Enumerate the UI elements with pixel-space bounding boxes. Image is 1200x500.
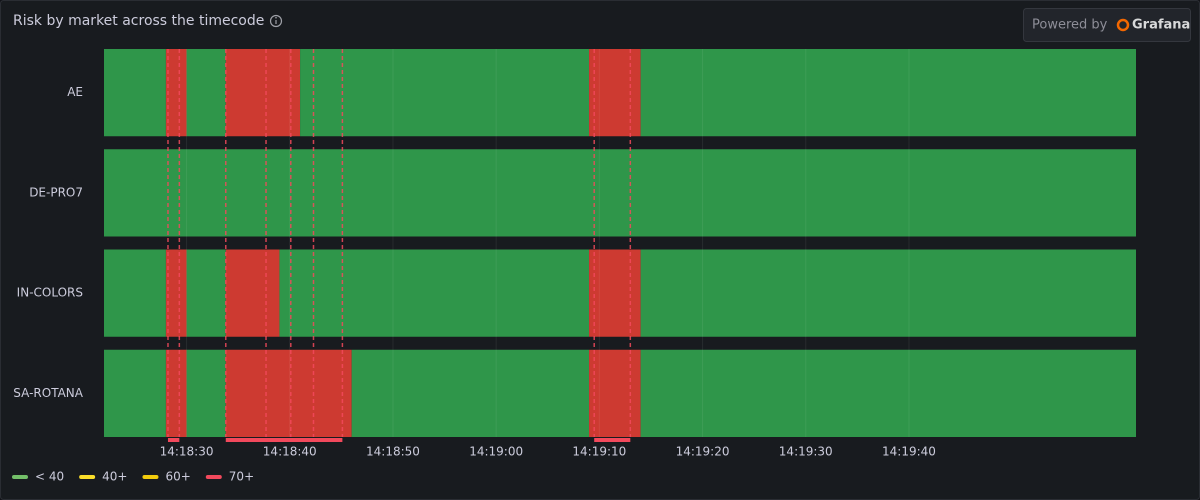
state-segment bbox=[279, 249, 590, 337]
state-segment bbox=[640, 49, 1136, 137]
x-tick-label: 14:18:30 bbox=[160, 445, 214, 459]
state-segment bbox=[104, 349, 166, 437]
state-segment bbox=[225, 349, 352, 437]
powered-badge: Powered by Grafana bbox=[1023, 8, 1191, 42]
state-segment bbox=[186, 349, 226, 437]
state-segment bbox=[186, 249, 226, 337]
state-segment bbox=[165, 49, 187, 137]
legend-item[interactable]: 40+ bbox=[79, 470, 127, 484]
legend-label: 60+ bbox=[165, 470, 190, 484]
legend-label: 70+ bbox=[229, 470, 254, 484]
state-segment bbox=[104, 249, 166, 337]
legend-item[interactable]: 70+ bbox=[205, 470, 254, 484]
x-tick-label: 14:19:00 bbox=[469, 445, 523, 459]
row-label: SA-ROTANA bbox=[13, 386, 83, 400]
x-tick-label: 14:19:40 bbox=[882, 445, 936, 459]
state-segment bbox=[589, 49, 641, 137]
state-segment bbox=[351, 349, 590, 437]
panel-title: Risk by market across the timecode bbox=[13, 13, 264, 29]
state-segment bbox=[589, 349, 641, 437]
x-tick-label: 14:18:40 bbox=[263, 445, 317, 459]
plot: AE DE-PRO7 IN-COLORS SA-ROTANA 14:18:30 14:18… bbox=[12, 49, 1136, 484]
brand-logo bbox=[1116, 18, 1130, 32]
state-segment bbox=[186, 49, 226, 137]
legend-label: 40+ bbox=[102, 470, 127, 484]
state-segment bbox=[104, 49, 166, 137]
row-label: DE-PRO7 bbox=[29, 185, 83, 199]
x-tick-label: 14:18:50 bbox=[366, 445, 420, 459]
legend-item[interactable]: 60+ bbox=[142, 470, 191, 484]
legend-label: < 40 bbox=[35, 470, 64, 484]
state-segment bbox=[225, 249, 280, 337]
row-label: AE bbox=[67, 85, 83, 99]
state-segment bbox=[104, 149, 1136, 237]
x-tick-label: 14:19:10 bbox=[572, 445, 626, 459]
annotation-region-marker bbox=[594, 438, 631, 442]
state-segment bbox=[640, 349, 1136, 437]
x-tick-label: 14:19:20 bbox=[676, 445, 730, 459]
state-segment bbox=[589, 249, 641, 337]
state-segment bbox=[640, 249, 1136, 337]
info-icon[interactable] bbox=[269, 14, 283, 28]
state-segment bbox=[165, 349, 187, 437]
row-label: IN-COLORS bbox=[17, 286, 83, 300]
state-segment bbox=[165, 249, 187, 337]
badge-text: Powered by bbox=[1032, 18, 1108, 33]
annotation-region-marker bbox=[167, 438, 180, 442]
x-tick-label: 14:19:30 bbox=[779, 445, 833, 459]
state-segment bbox=[300, 49, 590, 137]
state-segment bbox=[225, 49, 301, 137]
annotation-region-marker bbox=[225, 438, 343, 442]
legend-item[interactable]: < 40 bbox=[12, 470, 64, 484]
brand-name: Grafana bbox=[1132, 18, 1190, 33]
